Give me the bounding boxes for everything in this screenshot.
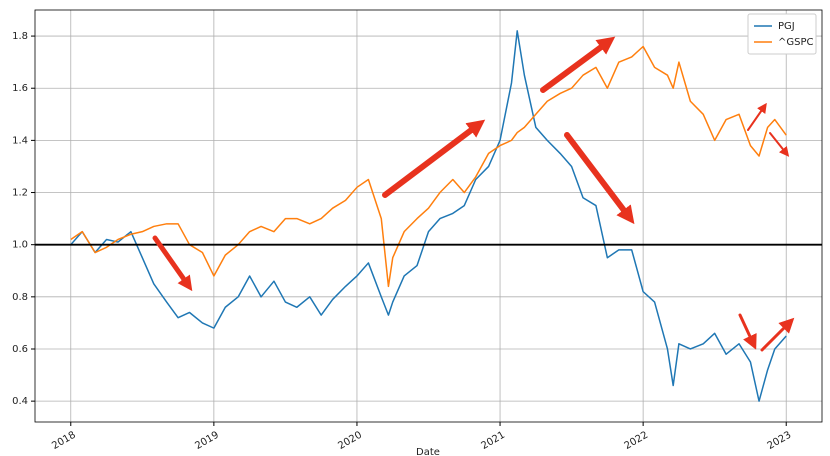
x-tick-label: 2018: [50, 430, 78, 452]
y-tick-label: 1.0: [12, 240, 28, 251]
y-tick-label: 1.8: [12, 31, 28, 42]
arrow: [769, 132, 790, 157]
arrow: [760, 317, 795, 352]
arrow: [540, 36, 616, 93]
y-tick-label: 0.4: [12, 396, 28, 407]
plot-area: 0.4 0.6 0.8 1.0 1.2 1.4 1.6 1.8 2018 2019 2020 2021…: [12, 9, 823, 452]
legend-box: [747, 13, 817, 55]
x-tick-label: 2020: [336, 430, 364, 452]
legend-label: PGJ: [778, 21, 795, 32]
arrow: [738, 313, 757, 350]
arrow: [747, 102, 767, 131]
y-tick-label: 1.2: [12, 188, 28, 199]
y-tick-label: 1.4: [12, 135, 28, 146]
arrow: [152, 235, 193, 292]
arrow: [382, 119, 486, 198]
x-tick-label: 2021: [480, 430, 508, 452]
x-tick-label: 2023: [766, 430, 794, 452]
series-line: [70, 45, 787, 288]
arrow: [564, 132, 635, 225]
plot-frame: [34, 9, 823, 423]
y-tick-label: 0.6: [12, 344, 28, 355]
y-tick-label: 0.8: [12, 292, 28, 303]
series-line: [70, 30, 787, 402]
y-tick-label: 1.6: [12, 83, 28, 94]
x-tick-label: 2019: [193, 430, 221, 452]
legend-label: ^GSPC: [778, 37, 814, 48]
legend: PGJ ^GSPC: [747, 13, 817, 55]
x-tick-label: 2022: [623, 430, 651, 452]
x-axis-label: Date: [416, 447, 440, 456]
annotation-arrows: [152, 36, 795, 352]
